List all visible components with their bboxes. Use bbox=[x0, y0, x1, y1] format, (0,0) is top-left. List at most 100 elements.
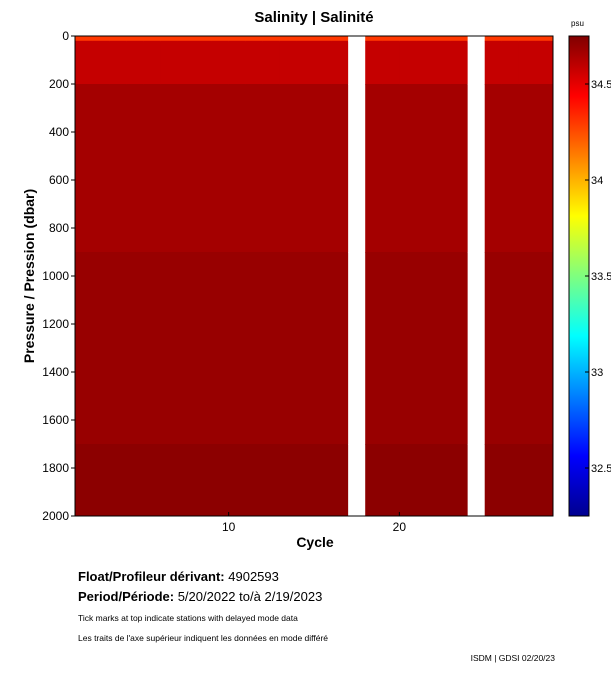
salinity-cell bbox=[211, 36, 230, 42]
salinity-cell bbox=[143, 252, 161, 445]
salinity-cell bbox=[331, 84, 349, 253]
salinity-cell bbox=[450, 36, 469, 42]
salinity-cell bbox=[365, 40, 383, 85]
y-tick-label: 2000 bbox=[42, 509, 69, 523]
salinity-cell bbox=[126, 444, 144, 516]
float-info: Float/Profileur dérivant: 4902593 bbox=[78, 569, 279, 584]
salinity-cell bbox=[518, 40, 537, 85]
salinity-heatmap bbox=[75, 36, 553, 516]
salinity-cell bbox=[109, 36, 127, 42]
colorbar-tick-label: 33 bbox=[591, 367, 603, 379]
salinity-cell bbox=[262, 40, 281, 85]
salinity-cell bbox=[262, 444, 281, 516]
salinity-cell bbox=[92, 444, 110, 516]
salinity-cell bbox=[484, 84, 503, 253]
salinity-cell bbox=[160, 444, 179, 516]
salinity-cell bbox=[433, 40, 452, 85]
salinity-cell bbox=[433, 252, 452, 445]
salinity-cell bbox=[279, 84, 298, 253]
missing-cycle-cell bbox=[467, 84, 486, 253]
y-tick-label: 1200 bbox=[42, 317, 69, 331]
salinity-cell bbox=[211, 84, 230, 253]
y-axis: 0 200 400 600 800 1000 1200 1400 1600 1800 2000 bbox=[42, 29, 75, 523]
salinity-cell bbox=[296, 84, 315, 253]
salinity-cell bbox=[228, 40, 247, 85]
salinity-cell bbox=[365, 252, 383, 445]
salinity-cell bbox=[535, 36, 553, 42]
y-tick-label: 1000 bbox=[42, 269, 69, 283]
salinity-cell bbox=[177, 40, 196, 85]
note-en: Tick marks at top indicate stations with… bbox=[78, 613, 298, 623]
salinity-cell bbox=[245, 84, 264, 253]
salinity-cell bbox=[382, 252, 400, 445]
salinity-cell bbox=[245, 444, 264, 516]
float-id: 4902593 bbox=[228, 569, 279, 584]
salinity-cell bbox=[399, 40, 418, 85]
salinity-cell bbox=[501, 84, 520, 253]
salinity-cell bbox=[433, 444, 452, 516]
salinity-cell bbox=[245, 252, 264, 445]
salinity-cell bbox=[177, 444, 196, 516]
salinity-cell bbox=[228, 84, 247, 253]
salinity-cell bbox=[160, 40, 179, 85]
x-tick-label: 10 bbox=[222, 520, 236, 534]
y-tick-label: 1600 bbox=[42, 413, 69, 427]
salinity-cell bbox=[484, 36, 503, 42]
salinity-cell bbox=[177, 252, 196, 445]
salinity-cell bbox=[160, 84, 179, 253]
missing-cycle-cell bbox=[348, 444, 366, 516]
missing-cycle-cell bbox=[467, 252, 486, 445]
salinity-cell bbox=[314, 36, 332, 42]
x-tick-label: 20 bbox=[393, 520, 407, 534]
salinity-cell bbox=[109, 444, 127, 516]
salinity-cell bbox=[433, 84, 452, 253]
y-tick-label: 0 bbox=[62, 29, 69, 43]
salinity-cell bbox=[245, 40, 264, 85]
salinity-cell bbox=[501, 36, 520, 42]
y-tick-label: 1800 bbox=[42, 461, 69, 475]
y-tick-label: 600 bbox=[49, 173, 69, 187]
y-tick-label: 400 bbox=[49, 125, 69, 139]
salinity-cell bbox=[535, 444, 553, 516]
salinity-cell bbox=[143, 84, 161, 253]
salinity-cell bbox=[518, 84, 537, 253]
salinity-cell bbox=[314, 252, 332, 445]
salinity-cell bbox=[211, 444, 230, 516]
salinity-cell bbox=[228, 444, 247, 516]
missing-cycle-cell bbox=[348, 252, 366, 445]
salinity-cell bbox=[314, 444, 332, 516]
salinity-cell bbox=[262, 84, 281, 253]
salinity-cell bbox=[296, 40, 315, 85]
float-label: Float/Profileur dérivant: bbox=[78, 569, 225, 584]
salinity-cell bbox=[365, 444, 383, 516]
salinity-cell bbox=[296, 444, 315, 516]
salinity-cell bbox=[450, 252, 469, 445]
salinity-cell bbox=[535, 84, 553, 253]
salinity-cell bbox=[518, 444, 537, 516]
salinity-cell bbox=[501, 40, 520, 85]
salinity-cell bbox=[433, 36, 452, 42]
salinity-cell bbox=[399, 444, 418, 516]
salinity-cell bbox=[450, 84, 469, 253]
salinity-cell bbox=[211, 252, 230, 445]
salinity-cell bbox=[143, 36, 161, 42]
chart-title: Salinity | Salinité bbox=[254, 9, 373, 26]
missing-cycle-cell bbox=[467, 36, 486, 42]
period-label: Period/Période: bbox=[78, 589, 175, 604]
salinity-cell bbox=[279, 444, 298, 516]
salinity-cell bbox=[365, 84, 383, 253]
salinity-cell bbox=[331, 36, 349, 42]
salinity-cell bbox=[75, 252, 93, 445]
salinity-cell bbox=[194, 36, 213, 42]
salinity-cell bbox=[245, 36, 264, 42]
salinity-cell bbox=[416, 252, 435, 445]
missing-cycle-cell bbox=[348, 40, 366, 85]
salinity-cell bbox=[160, 36, 179, 42]
salinity-cell bbox=[109, 40, 127, 85]
salinity-cell bbox=[75, 40, 93, 85]
salinity-cell bbox=[399, 252, 418, 445]
colorbar-tick-label: 33.5 bbox=[591, 271, 611, 283]
salinity-cell bbox=[518, 36, 537, 42]
y-axis-label: Pressure / Pression (dbar) bbox=[21, 189, 37, 363]
salinity-cell bbox=[331, 252, 349, 445]
